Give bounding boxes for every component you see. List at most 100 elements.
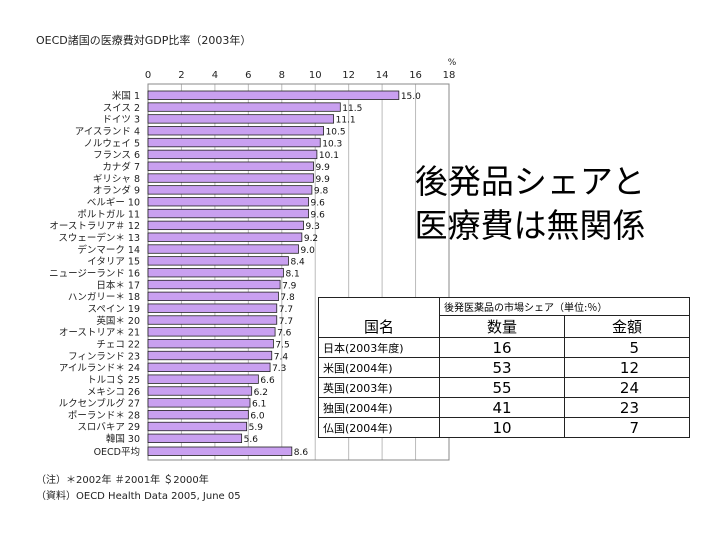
bar	[147, 410, 249, 420]
unit-label: %	[448, 58, 457, 68]
bar	[147, 197, 309, 207]
generic-share-table: 国名 後発医薬品の市場シェア（単位:％） 数量 金額 日本(2003年度) 16 5…	[318, 297, 690, 438]
country-cell: 英国(2003年)	[318, 377, 440, 398]
bar	[147, 185, 313, 195]
category-label: イタリア 15	[87, 257, 140, 268]
bar-value-label: 5.9	[249, 423, 264, 433]
bar	[147, 350, 273, 361]
x-tick-label: 18	[443, 70, 456, 81]
bar	[147, 327, 276, 337]
bar-value-label: 7.9	[282, 281, 297, 291]
bar-value-label: 8.4	[290, 258, 305, 268]
value-cell: 24	[564, 377, 690, 398]
chart-title: OECD諸国の医療費対GDP比率（2003年）	[36, 34, 252, 47]
bar	[147, 386, 253, 396]
country-cell: 米国(2004年)	[318, 357, 440, 378]
category-label: オーストラリア＃ 12	[49, 221, 140, 232]
category-label: スウェーデン＊ 13	[58, 232, 140, 244]
col-header-country: 国名	[318, 297, 440, 338]
table-row: 仏国(2004年) 10 7	[318, 417, 690, 438]
bar	[147, 161, 314, 171]
bar-value-label: 10.3	[322, 139, 342, 149]
volume-cell: 10	[439, 417, 565, 438]
bar-value-label: 10.1	[319, 151, 339, 161]
bar-value-label: 7.3	[272, 364, 286, 374]
category-label: チェコ 22	[96, 339, 140, 350]
category-label: 米国 1	[112, 90, 140, 102]
bar-value-label: 6.0	[250, 411, 265, 421]
bar	[147, 315, 278, 325]
category-label: ポルトガル 11	[77, 209, 140, 220]
bar-value-label: 7.7	[279, 305, 293, 315]
value-cell: 5	[564, 337, 690, 358]
category-label: デンマーク 14	[77, 244, 140, 256]
bar-value-label: 9.6	[311, 210, 326, 220]
x-tick-label: 0	[145, 70, 151, 81]
bar-value-label: 10.5	[326, 127, 346, 137]
bar	[147, 149, 318, 160]
category-label: フランス 6	[93, 150, 140, 161]
headline-line-1: 後発品シェアと	[414, 162, 646, 201]
x-tick-label: 12	[342, 70, 355, 81]
bar-value-label: 7.7	[279, 317, 293, 327]
bar	[147, 339, 274, 349]
value-cell: 7	[564, 417, 690, 438]
bar-value-label: 9.0	[301, 246, 316, 256]
bar	[147, 220, 304, 231]
category-label: トルコ＄ 25	[87, 375, 140, 386]
bar-value-label: 9.6	[311, 198, 326, 208]
x-tick-label: 10	[309, 70, 322, 81]
bar	[147, 268, 284, 278]
bar	[147, 279, 281, 290]
volume-cell: 16	[439, 337, 565, 358]
bar-value-label: 8.6	[294, 448, 309, 458]
bar-value-label: 9.9	[316, 175, 331, 185]
category-label: アイルランド＊ 24	[59, 363, 140, 374]
bar	[147, 90, 400, 100]
bar	[147, 374, 259, 384]
category-label: アイスランド 4	[75, 126, 140, 137]
table-row: 英国(2003年) 55 24	[318, 377, 690, 398]
category-label: ギリシャ 8	[93, 174, 140, 185]
category-label: OECD平均	[94, 446, 140, 458]
col-header-value: 金額	[564, 315, 690, 338]
bar	[147, 421, 248, 432]
value-cell: 12	[564, 357, 690, 378]
bar	[147, 126, 324, 136]
bar-value-label: 6.1	[252, 400, 266, 410]
category-label: ポーランド＊ 28	[68, 410, 140, 421]
category-label: スペイン 19	[88, 304, 140, 315]
bar	[147, 398, 251, 408]
volume-cell: 53	[439, 357, 565, 378]
value-cell: 23	[564, 397, 690, 418]
bar	[147, 208, 309, 219]
col-header-volume: 数量	[439, 315, 565, 338]
table-row: 日本(2003年度) 16 5	[318, 337, 690, 358]
country-cell: 日本(2003年度)	[318, 337, 440, 358]
category-label: ベルギー 10	[87, 197, 140, 208]
category-label: 英国＊ 20	[96, 315, 140, 327]
bar	[147, 232, 303, 242]
bar	[147, 256, 289, 266]
category-label: カナダ 7	[102, 161, 140, 173]
bar-value-label: 6.2	[254, 388, 268, 398]
bar-value-label: 11.5	[342, 104, 362, 114]
table-row: 米国(2004年) 53 12	[318, 357, 690, 378]
table-row: 独国(2004年) 41 23	[318, 397, 690, 418]
category-label: ハンガリー＊ 18	[68, 292, 140, 303]
bar-value-label: 7.6	[277, 329, 292, 339]
bar	[147, 173, 314, 183]
country-cell: 独国(2004年)	[318, 397, 440, 418]
category-label: スロバキア 29	[77, 422, 140, 433]
category-label: スイス 2	[103, 103, 140, 114]
category-label: ニュージーランド 16	[49, 268, 140, 279]
footnote: （注）＊2002年 ＃2001年 ＄2000年	[36, 475, 209, 486]
x-tick-label: 6	[245, 70, 251, 81]
category-label: オランダ 9	[93, 185, 140, 197]
bar-value-label: 15.0	[401, 92, 421, 102]
volume-cell: 55	[439, 377, 565, 398]
bar-value-label: 9.2	[304, 234, 318, 244]
bar	[147, 433, 243, 443]
bar-value-label: 8.1	[285, 269, 299, 279]
